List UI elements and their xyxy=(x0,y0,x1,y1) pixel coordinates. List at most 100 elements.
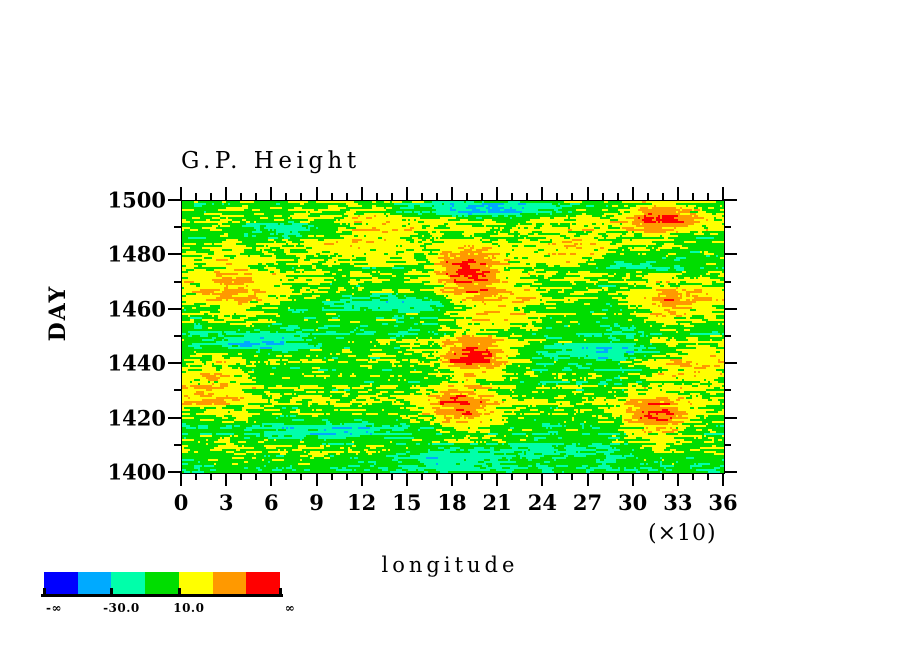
page-title: G.P. Height xyxy=(181,148,361,174)
colorbar-axis-line xyxy=(41,594,283,597)
y-tick-label: 1420 xyxy=(107,405,166,431)
x-minor-tick xyxy=(617,473,619,480)
x-minor-tick xyxy=(240,473,242,480)
y-minor-tick xyxy=(724,444,731,446)
x-major-tick xyxy=(180,473,182,486)
x-minor-tick xyxy=(481,473,483,480)
x-minor-tick xyxy=(436,473,438,480)
x-minor-tick xyxy=(285,193,287,200)
x-tick-label: 0 xyxy=(173,490,189,515)
x-major-tick xyxy=(316,473,318,486)
y-tick-label: 1400 xyxy=(107,459,166,485)
x-minor-tick xyxy=(511,473,513,480)
x-minor-tick xyxy=(255,193,257,200)
y-major-tick xyxy=(724,199,737,201)
x-major-tick xyxy=(270,473,272,486)
x-minor-tick xyxy=(285,473,287,480)
x-minor-tick xyxy=(421,193,423,200)
x-tick-label: 30 xyxy=(618,490,648,515)
x-minor-tick xyxy=(331,193,333,200)
x-major-tick xyxy=(587,473,589,486)
x-major-tick xyxy=(496,187,498,200)
x-minor-tick xyxy=(647,193,649,200)
colorbar-label: 10.0 xyxy=(173,601,205,615)
x-minor-tick xyxy=(692,193,694,200)
x-major-tick xyxy=(180,187,182,200)
x-minor-tick xyxy=(571,193,573,200)
x-minor-tick xyxy=(481,193,483,200)
x-major-tick xyxy=(496,473,498,486)
x-major-tick xyxy=(225,187,227,200)
x-minor-tick xyxy=(662,473,664,480)
x-minor-tick xyxy=(662,193,664,200)
y-axis-title: DAY xyxy=(45,284,71,342)
y-minor-tick xyxy=(174,444,181,446)
x-minor-tick xyxy=(466,193,468,200)
x-major-tick xyxy=(406,473,408,486)
x-tick-label: 6 xyxy=(264,490,279,515)
colorbar-swatch-5 xyxy=(212,572,247,594)
y-minor-tick xyxy=(174,281,181,283)
x-minor-tick xyxy=(556,473,558,480)
y-tick-label: 1500 xyxy=(107,187,166,213)
x-major-tick xyxy=(316,187,318,200)
x-minor-tick xyxy=(195,473,197,480)
y-tick-label: 1460 xyxy=(107,296,166,322)
y-tick-label: 1480 xyxy=(107,241,166,267)
x-minor-tick xyxy=(255,473,257,480)
colorbar-tick xyxy=(279,588,282,597)
x-minor-tick xyxy=(346,193,348,200)
x-minor-tick xyxy=(511,193,513,200)
colorbar-swatch-2 xyxy=(111,572,146,594)
y-major-tick xyxy=(724,417,737,419)
x-tick-label: 15 xyxy=(392,490,422,515)
y-major-tick xyxy=(724,362,737,364)
x-major-tick xyxy=(632,187,634,200)
x-tick-label: 24 xyxy=(527,490,557,515)
x-minor-tick xyxy=(617,193,619,200)
x-major-tick xyxy=(677,473,679,486)
y-minor-tick xyxy=(724,335,731,337)
x-tick-label: 21 xyxy=(482,490,512,515)
heatmap-plot-area xyxy=(181,200,725,474)
y-major-tick xyxy=(724,308,737,310)
x-minor-tick xyxy=(210,193,212,200)
x-minor-tick xyxy=(436,193,438,200)
x-minor-tick xyxy=(346,473,348,480)
x-minor-tick xyxy=(391,473,393,480)
x-tick-label: 18 xyxy=(437,490,467,515)
y-tick-label: 1440 xyxy=(107,350,166,376)
x-minor-tick xyxy=(195,193,197,200)
x-minor-tick xyxy=(210,473,212,480)
x-minor-tick xyxy=(376,473,378,480)
colorbar xyxy=(44,572,281,594)
y-major-tick xyxy=(168,253,181,255)
x-major-tick xyxy=(677,187,679,200)
colorbar-label: ∞ xyxy=(284,601,296,615)
y-minor-tick xyxy=(174,226,181,228)
x-minor-tick xyxy=(376,193,378,200)
y-major-tick xyxy=(168,417,181,419)
x-major-tick xyxy=(587,187,589,200)
x-major-tick xyxy=(722,187,724,200)
x-minor-tick xyxy=(421,473,423,480)
x-axis-multiplier-label: (×10) xyxy=(648,521,717,546)
colorbar-label: -∞ xyxy=(46,601,62,615)
x-minor-tick xyxy=(300,193,302,200)
x-minor-tick xyxy=(331,473,333,480)
y-minor-tick xyxy=(724,226,731,228)
x-minor-tick xyxy=(602,193,604,200)
x-tick-label: 27 xyxy=(572,490,603,515)
y-major-tick xyxy=(168,199,181,201)
y-major-tick xyxy=(168,362,181,364)
y-major-tick xyxy=(168,471,181,473)
y-major-tick xyxy=(724,471,737,473)
x-minor-tick xyxy=(466,473,468,480)
x-tick-label: 33 xyxy=(663,490,693,515)
x-minor-tick xyxy=(707,473,709,480)
x-major-tick xyxy=(541,473,543,486)
x-minor-tick xyxy=(692,473,694,480)
x-minor-tick xyxy=(526,473,528,480)
x-tick-label: 3 xyxy=(218,490,234,515)
